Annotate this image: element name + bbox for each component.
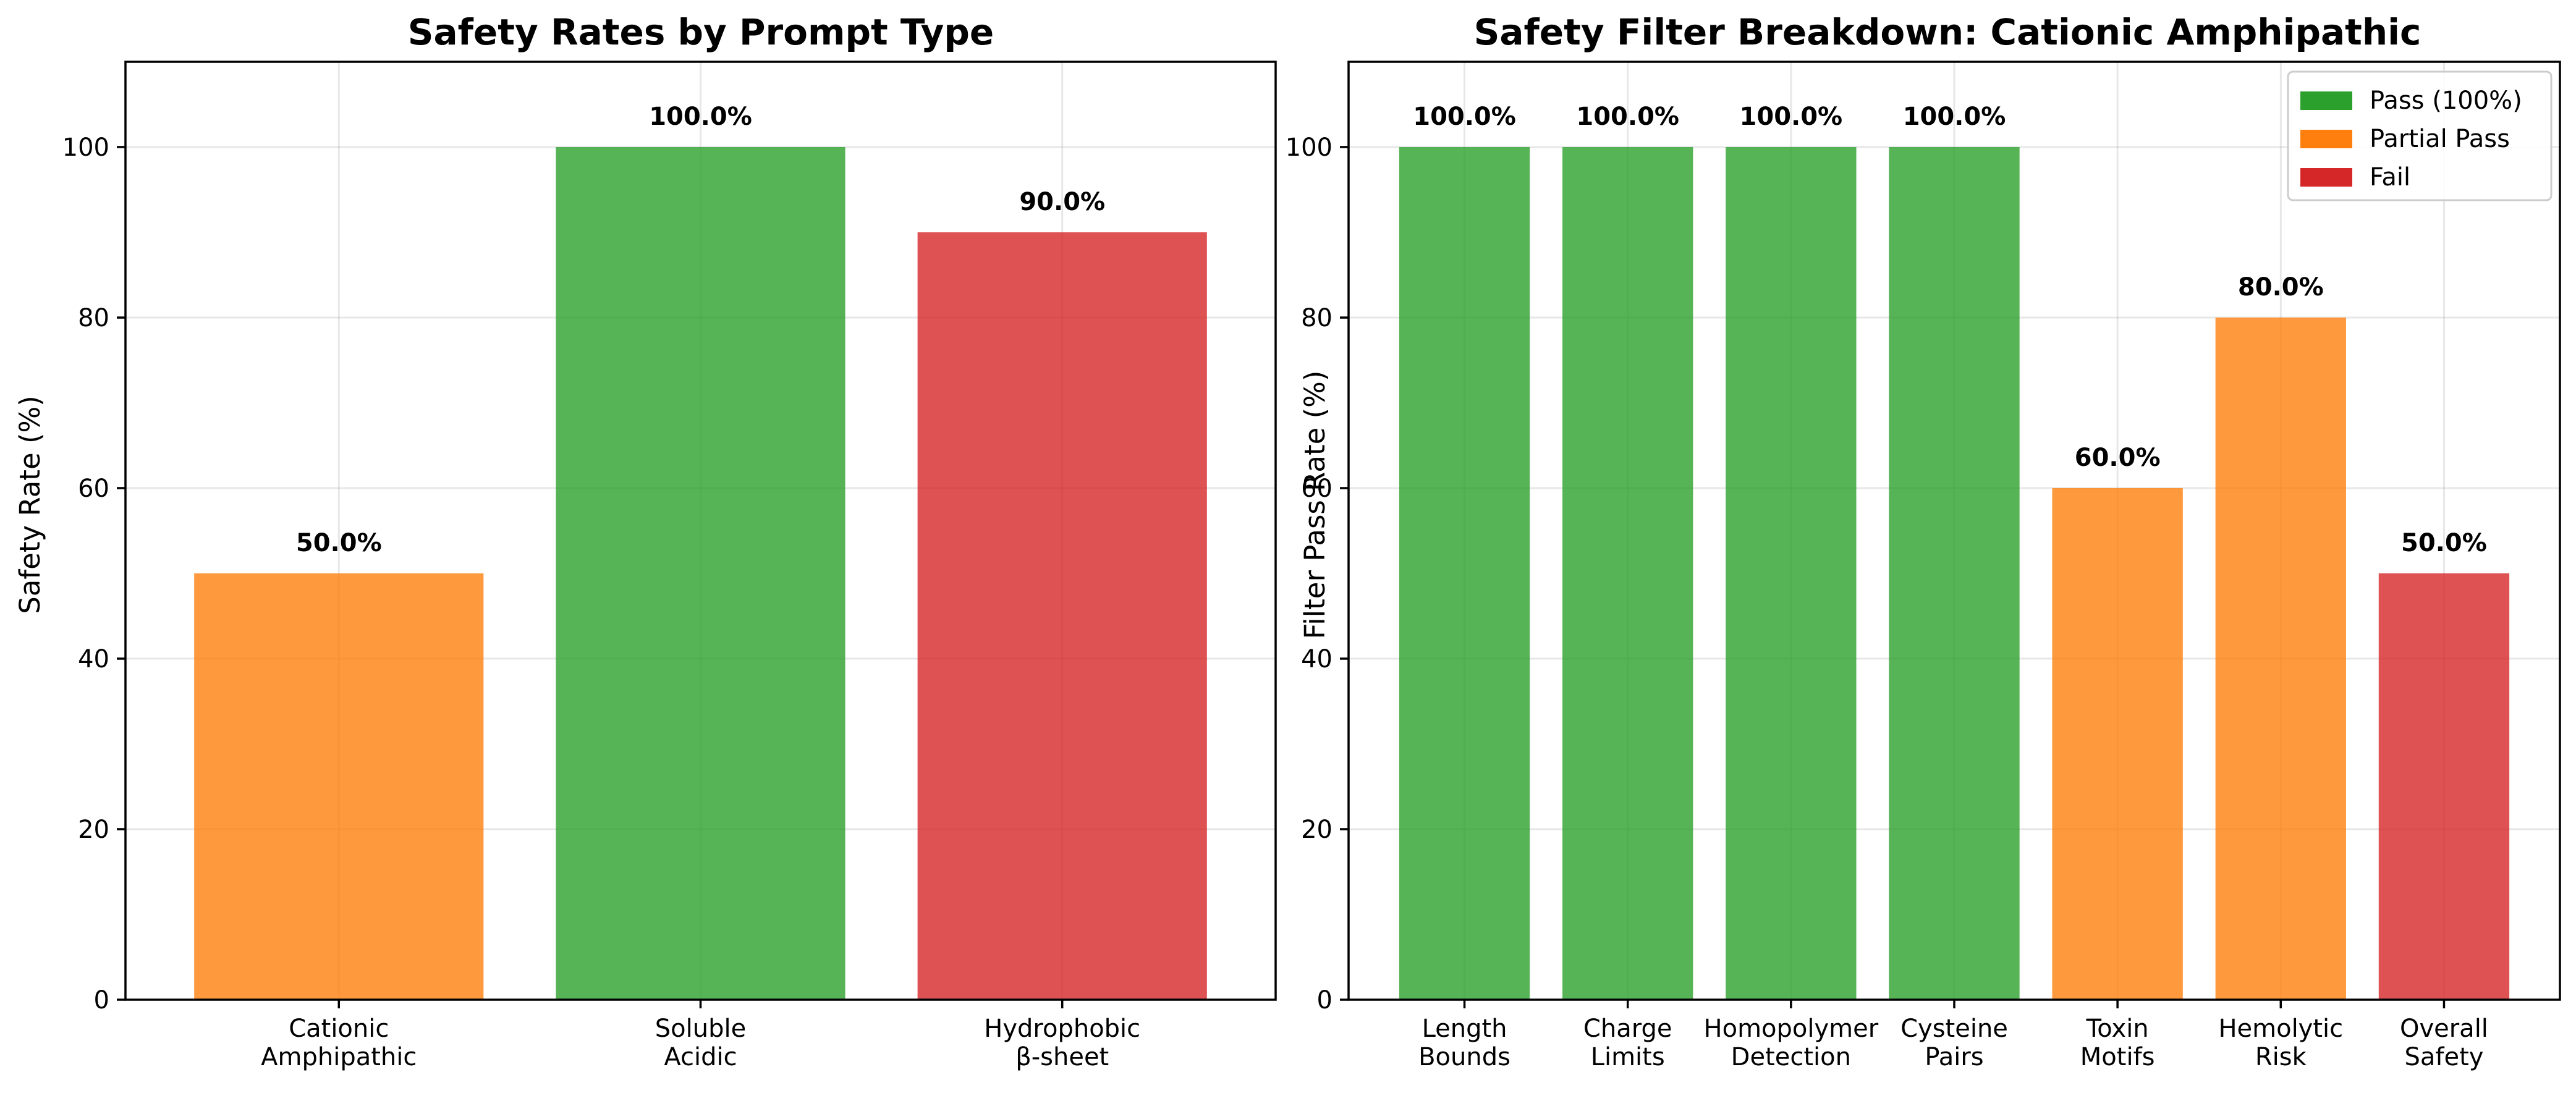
left-chart-y-tick-label: 20 [78,816,109,844]
left-chart-y-tick-label: 40 [78,645,109,673]
right-chart-x-tick-label: Cysteine Pairs [1900,1015,2008,1071]
right-chart-value-label: 100.0% [1740,103,1843,131]
right-chart-value-label: 60.0% [2075,444,2161,472]
left-chart-value-label: 90.0% [1019,188,1105,216]
left-chart-y-tick-label: 0 [94,986,109,1015]
left-chart-value-label: 50.0% [296,529,382,557]
left-chart-bars [194,147,1207,1000]
right-chart-x-tick-label: Homopolymer Detection [1704,1015,1879,1071]
right-chart-bar [2378,573,2510,1000]
left-chart-y-tick-label: 80 [78,304,109,332]
right-chart-bar [2052,488,2183,1000]
left-chart-x-tick-label: Cationic Amphipathic [261,1015,417,1071]
right-chart-value-label: 100.0% [1576,103,1679,131]
right-chart-y-tick-label: 60 [1301,475,1332,503]
left-chart-y-tick-label: 100 [62,133,109,162]
right-chart-x-tick-label: Overall Safety [2400,1015,2488,1071]
right-chart-bar [1562,147,1693,1000]
right-chart-value-label: 100.0% [1903,103,2006,131]
left-chart-value-labels: 50.0% 100.0% 90.0% [296,103,1105,557]
right-chart-bars [1399,147,2510,1000]
right-chart-x-tick-label: Charge Limits [1583,1015,1672,1071]
legend-swatch [2300,130,2352,148]
right-chart-legend: Pass (100%) Partial Pass Fail [2287,70,2553,201]
right-chart-value-label: 80.0% [2238,273,2324,302]
right-chart-y-tick-label: 100 [1286,133,1332,162]
left-chart-y-axis-label: Safety Rate (%) [14,395,46,614]
left-chart-bar [917,232,1207,1000]
right-chart-y-axis-label: Filter Pass Rate (%) [1299,371,1331,639]
legend-entry-label: Partial Pass [2370,125,2510,153]
legend-swatch [2300,168,2352,187]
left-chart: Safety Rates by Prompt Type Safety Rate … [14,11,1277,1071]
right-chart-title: Safety Filter Breakdown: Cationic Amphip… [1474,11,2421,53]
right-chart-value-label: 50.0% [2401,529,2487,557]
right-chart-x-tick-label: Hemolytic Risk [2218,1015,2343,1071]
legend-entry-label: Pass (100%) [2370,87,2522,115]
right-chart-value-label: 100.0% [1413,103,1516,131]
right-chart-bar [1399,147,1530,1000]
right-chart-bar [1889,147,2020,1000]
right-chart-y-tick-label: 80 [1301,304,1332,332]
right-chart-y-tick-label: 40 [1301,645,1332,673]
left-chart-bar [556,147,845,1000]
right-chart: Safety Filter Breakdown: Cationic Amphip… [1286,11,2561,1071]
legend-swatch [2300,91,2352,110]
left-chart-value-label: 100.0% [649,103,752,131]
legend-entry-label: Fail [2370,163,2410,192]
right-chart-x-tick-label: Length Bounds [1418,1015,1510,1071]
left-chart-bar [194,573,484,1000]
right-chart-x-tick-label: Toxin Motifs [2080,1015,2155,1071]
legend-box [2287,70,2553,201]
left-chart-y-tick-label: 60 [78,475,109,503]
right-chart-value-labels: 100.0% 100.0% 100.0% 100.0% 60.0% 80.0% 50.0% [1413,103,2487,557]
right-chart-y-tick-label: 20 [1301,816,1332,844]
right-chart-bar [1726,147,1857,1000]
left-chart-x-tick-label: Hydrophobic β-sheet [984,1015,1140,1071]
left-chart-x-tick-label: Soluble Acidic [655,1015,746,1071]
right-chart-axes: 0 20 40 60 80 100 Length Bounds Charge Limits Homo… [1286,61,2561,1071]
left-chart-title: Safety Rates by Prompt Type [408,11,994,53]
left-chart-axes: 0 20 40 60 80 100 Cationic Amphipathic Soluble Ac… [62,61,1277,1071]
right-chart-y-tick-label: 0 [1317,986,1332,1015]
right-chart-bar [2215,318,2346,1000]
